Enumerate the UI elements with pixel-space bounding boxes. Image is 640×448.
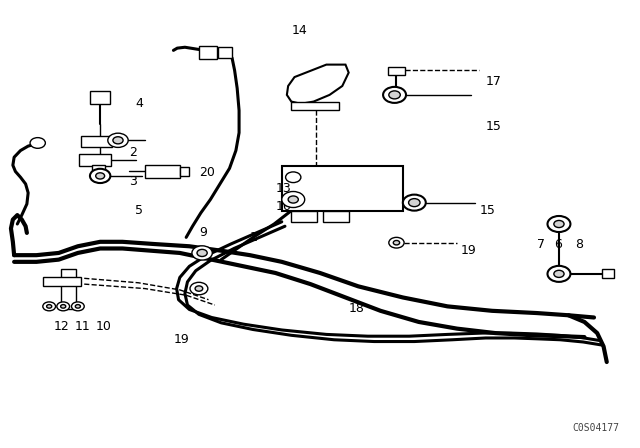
- Circle shape: [57, 302, 70, 311]
- Circle shape: [113, 137, 123, 144]
- Circle shape: [195, 286, 203, 291]
- Text: 20: 20: [199, 166, 215, 179]
- Circle shape: [554, 270, 564, 277]
- Circle shape: [403, 194, 426, 211]
- Text: 17: 17: [486, 75, 502, 88]
- Text: C0S04177: C0S04177: [573, 423, 620, 433]
- Text: 7: 7: [537, 237, 545, 250]
- Circle shape: [282, 191, 305, 207]
- FancyBboxPatch shape: [199, 46, 217, 59]
- Text: 11: 11: [75, 320, 90, 333]
- Text: 10: 10: [96, 320, 111, 333]
- Circle shape: [394, 241, 399, 245]
- Circle shape: [30, 138, 45, 148]
- Text: 14: 14: [291, 24, 307, 37]
- Circle shape: [43, 302, 56, 311]
- Text: 3: 3: [129, 175, 137, 188]
- Text: 19: 19: [173, 333, 189, 346]
- FancyBboxPatch shape: [291, 211, 317, 222]
- Text: 1: 1: [250, 231, 258, 244]
- FancyBboxPatch shape: [79, 154, 111, 166]
- FancyBboxPatch shape: [81, 136, 111, 147]
- Circle shape: [547, 266, 570, 282]
- Circle shape: [389, 91, 400, 99]
- Circle shape: [72, 302, 84, 311]
- Circle shape: [108, 133, 128, 147]
- Polygon shape: [287, 65, 349, 104]
- Circle shape: [408, 198, 420, 207]
- Text: 13: 13: [275, 182, 291, 195]
- Text: 12: 12: [54, 320, 69, 333]
- Text: 2: 2: [129, 146, 137, 159]
- FancyBboxPatch shape: [218, 47, 232, 58]
- Circle shape: [554, 220, 564, 228]
- FancyBboxPatch shape: [61, 268, 76, 309]
- Text: 18: 18: [349, 302, 365, 315]
- Text: 8: 8: [575, 237, 583, 250]
- FancyBboxPatch shape: [43, 276, 81, 286]
- Circle shape: [288, 196, 298, 203]
- Circle shape: [190, 282, 208, 295]
- Text: 16: 16: [275, 200, 291, 213]
- Text: 19: 19: [460, 244, 476, 257]
- FancyBboxPatch shape: [90, 91, 110, 104]
- FancyBboxPatch shape: [145, 165, 180, 178]
- Text: 6: 6: [554, 237, 562, 250]
- Text: 15: 15: [479, 204, 495, 217]
- Circle shape: [192, 246, 212, 260]
- FancyBboxPatch shape: [180, 167, 189, 176]
- Circle shape: [76, 305, 81, 308]
- Text: 5: 5: [135, 204, 143, 217]
- Circle shape: [90, 169, 110, 183]
- Circle shape: [96, 173, 104, 179]
- Circle shape: [389, 237, 404, 248]
- Text: 9: 9: [199, 226, 207, 239]
- FancyBboxPatch shape: [92, 165, 104, 172]
- FancyBboxPatch shape: [323, 211, 349, 222]
- FancyBboxPatch shape: [282, 166, 403, 211]
- Circle shape: [197, 250, 207, 257]
- Circle shape: [383, 87, 406, 103]
- Circle shape: [285, 172, 301, 183]
- FancyBboxPatch shape: [291, 103, 339, 111]
- Circle shape: [61, 305, 66, 308]
- FancyBboxPatch shape: [388, 67, 405, 75]
- Circle shape: [47, 305, 52, 308]
- Text: 4: 4: [135, 97, 143, 110]
- Circle shape: [547, 216, 570, 232]
- Text: 15: 15: [486, 120, 502, 133]
- FancyBboxPatch shape: [602, 269, 614, 278]
